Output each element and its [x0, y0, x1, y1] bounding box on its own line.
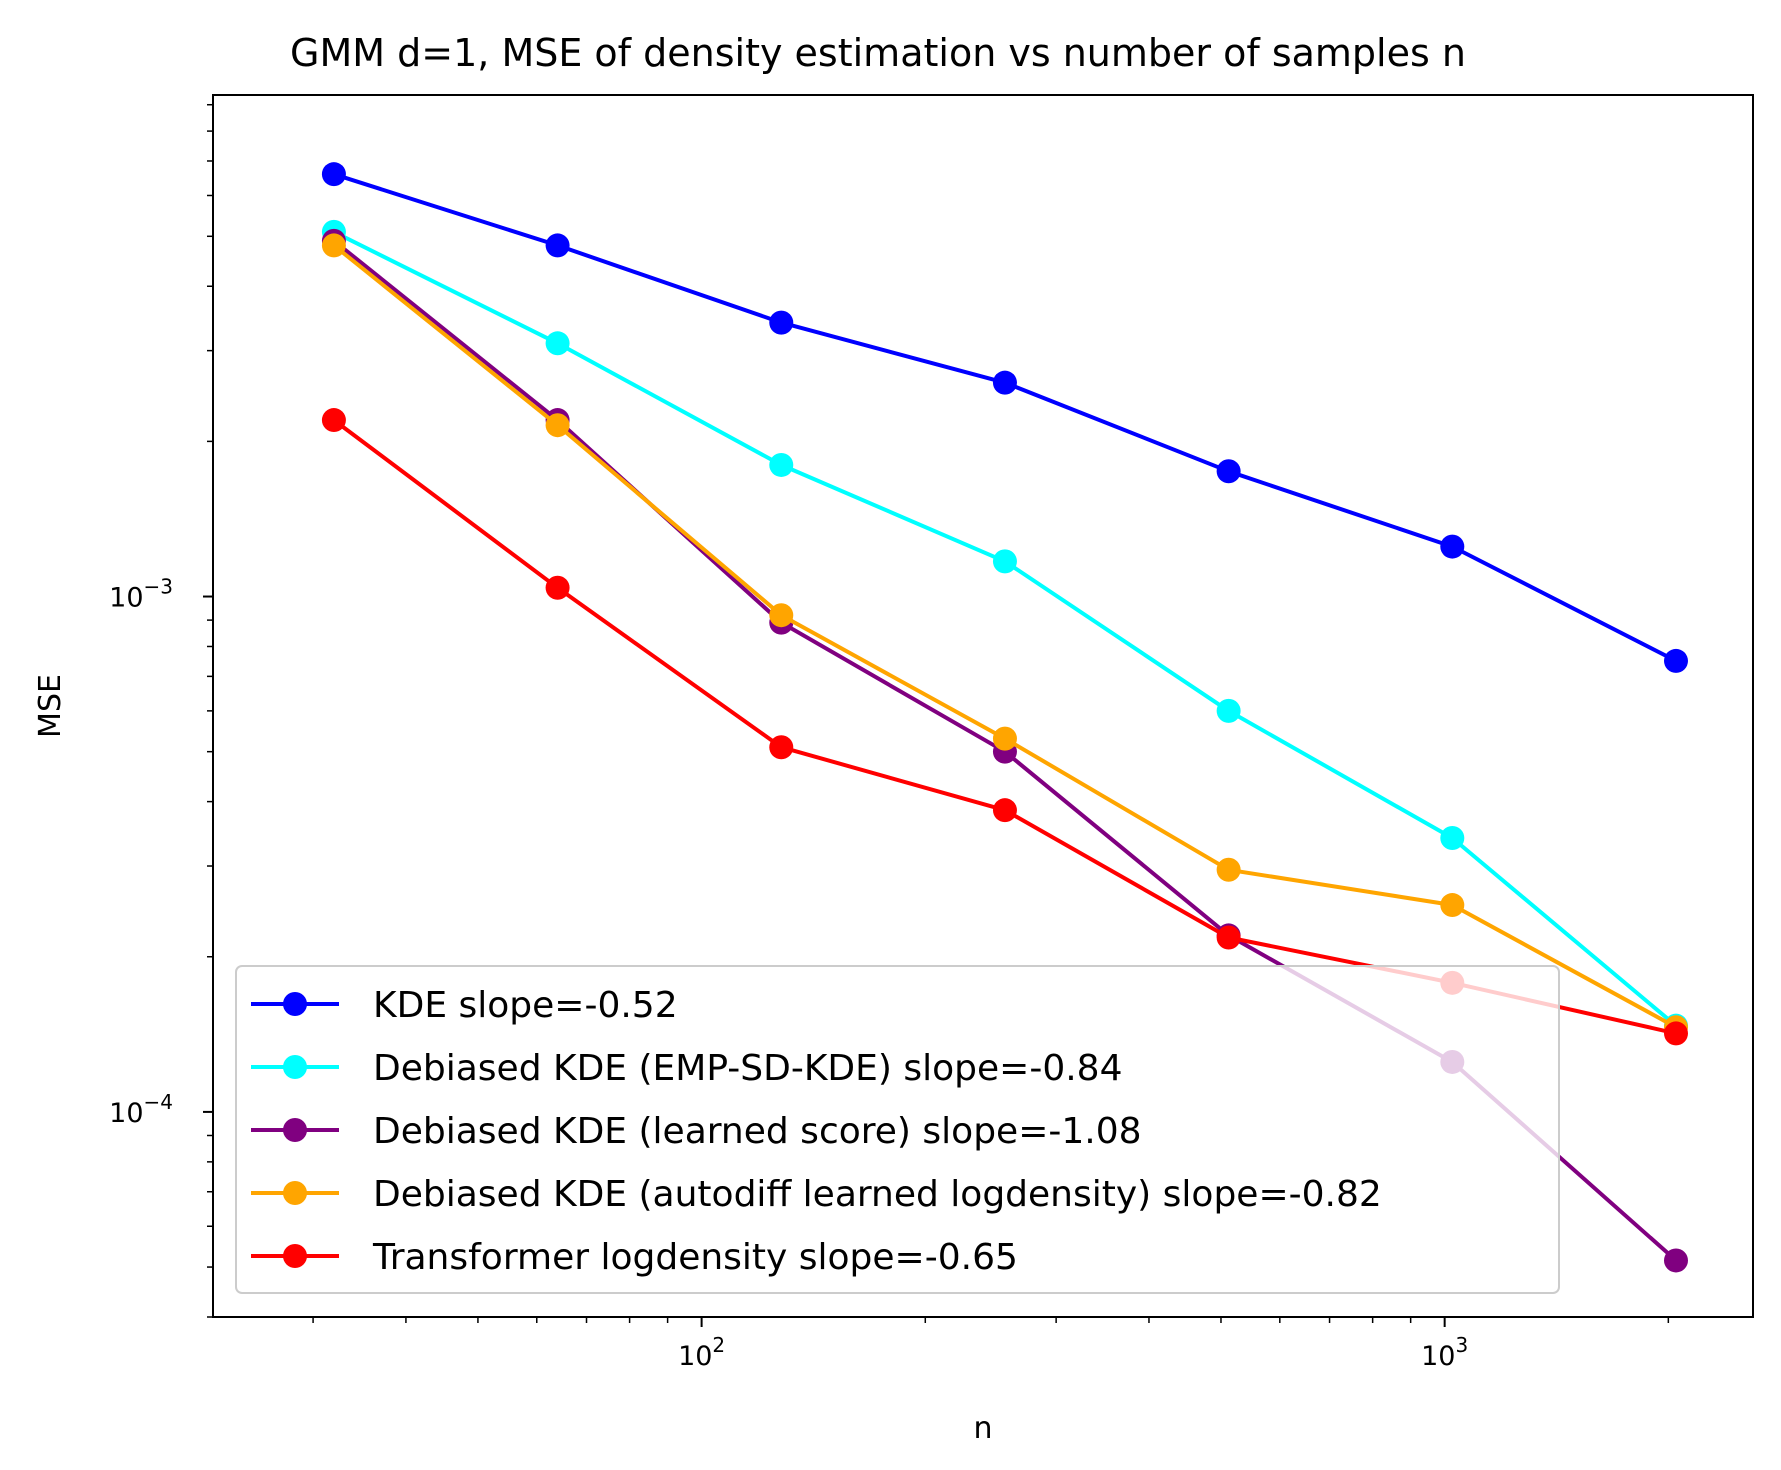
data-point: [992, 549, 1017, 574]
legend-label: KDE slope=-0.52: [373, 985, 678, 1026]
legend-label: Debiased KDE (EMP-SD-KDE) slope=-0.84: [373, 1048, 1122, 1089]
y-tick-label-exponent: −3: [144, 575, 173, 599]
x-axis-label: n: [973, 1411, 992, 1446]
legend-entry-2: Debiased KDE (EMP-SD-KDE) slope=-0.84: [251, 1048, 1122, 1089]
y-tick-label-base: 10: [109, 583, 143, 614]
series-line: [333, 230, 1678, 1028]
y-axis: 10−310−4: [109, 103, 213, 1318]
plot-frame: [212, 94, 1754, 1318]
series-line: [333, 172, 1677, 663]
legend-marker: [283, 1118, 307, 1142]
x-tick-label-base: 10: [678, 1341, 712, 1372]
data-point: [1663, 648, 1688, 673]
data-point: [1663, 1248, 1688, 1273]
y-tick-label: 10−3: [109, 575, 173, 614]
legend-marker: [283, 1055, 307, 1079]
legend-entry-5: Transformer logdensity slope=-0.65: [251, 1237, 1018, 1278]
y-tick-label-base: 10: [109, 1098, 143, 1129]
data-point: [321, 233, 346, 258]
data-point: [545, 331, 570, 356]
data-point: [1440, 534, 1465, 559]
data-point: [769, 603, 794, 628]
legend-marker: [283, 1244, 307, 1268]
data-point: [1440, 825, 1465, 850]
data-point: [545, 233, 570, 258]
data-point: [1216, 857, 1241, 882]
legend-entry-4: Debiased KDE (autodiff learned logdensit…: [251, 1174, 1382, 1215]
legend: KDE slope=-0.52 Debiased KDE (EMP-SD-KDE)…: [235, 965, 1560, 1294]
series-4: [321, 233, 1688, 1040]
data-point: [545, 575, 570, 600]
legend-marker: [283, 992, 307, 1016]
legend-label: Transformer logdensity slope=-0.65: [372, 1237, 1018, 1278]
legend-entry-3: Debiased KDE (learned score) slope=-1.08: [251, 1111, 1142, 1152]
data-point: [321, 162, 346, 187]
series-2: [321, 219, 1688, 1038]
data-point: [769, 452, 794, 477]
x-tick-label-base: 10: [1421, 1341, 1455, 1372]
y-axis-label: MSE: [33, 674, 68, 738]
legend-label: Debiased KDE (learned score) slope=-1.08: [373, 1111, 1142, 1152]
x-tick-label: 102: [678, 1333, 725, 1372]
data-point: [321, 408, 346, 433]
legend-entry-1: KDE slope=-0.52: [251, 985, 678, 1026]
data-point: [1216, 925, 1241, 950]
data-point: [769, 310, 794, 335]
y-tick-label-exponent: −4: [144, 1090, 173, 1114]
series-line: [332, 243, 1677, 1029]
x-tick-label-exponent: 3: [1455, 1333, 1468, 1357]
x-tick-label: 103: [1421, 1333, 1468, 1372]
x-tick-label-exponent: 2: [712, 1333, 725, 1357]
data-point: [1663, 1021, 1688, 1046]
data-point: [769, 735, 794, 760]
legend-box: [235, 965, 1560, 1294]
data-point: [992, 370, 1017, 395]
legend-marker: [283, 1181, 307, 1205]
chart-title: GMM d=1, MSE of density estimation vs nu…: [290, 31, 1466, 75]
data-point: [992, 798, 1017, 823]
data-point: [1216, 698, 1241, 723]
y-tick-label: 10−4: [109, 1090, 173, 1129]
data-point: [1216, 459, 1241, 484]
data-point: [545, 413, 570, 438]
series-1: [321, 162, 1688, 673]
x-axis: 102 103: [312, 1317, 1670, 1372]
data-point: [992, 726, 1017, 751]
legend-label: Debiased KDE (autodiff learned logdensit…: [373, 1174, 1382, 1215]
data-point: [1440, 893, 1465, 918]
